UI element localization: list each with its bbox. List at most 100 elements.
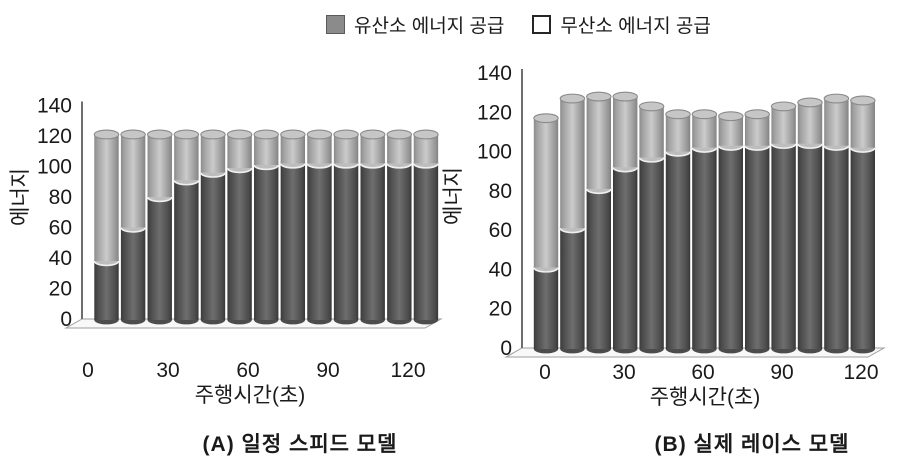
bar-group-A-t0 (93, 129, 120, 325)
aerobic-segment (147, 197, 172, 320)
bar-group-A-t60 (253, 129, 280, 325)
bar-group-A-t120 (412, 129, 439, 325)
anaerobic-segment (560, 98, 585, 229)
bar-group-B-t100 (796, 97, 823, 354)
bar-group-B-t30 (612, 91, 639, 354)
bar-group-A-t70 (279, 129, 306, 325)
cylinder-top (559, 93, 586, 104)
aerobic-segment (280, 163, 306, 320)
anaerobic-segment (850, 100, 875, 148)
anaerobic-segment (227, 134, 252, 169)
y-tick-label: 20 (489, 298, 512, 321)
y-axis-title: 에너지 (442, 167, 465, 225)
bar-group-B-t20 (585, 91, 612, 354)
legend-item-aerobic: 유산소 에너지 공급 (326, 11, 504, 38)
aerobic-segment (413, 163, 439, 320)
y-tick-label: 60 (49, 217, 72, 240)
cylinder-top (306, 129, 333, 140)
y-tick-label: 140 (37, 95, 72, 118)
cylinder-top (413, 129, 439, 140)
anaerobic-segment (639, 106, 664, 158)
anaerobic-segment (147, 134, 172, 197)
cylinder-top (718, 111, 744, 122)
bar-group-A-t50 (226, 129, 253, 325)
anaerobic-segment (533, 118, 559, 268)
aerobic-segment (639, 157, 664, 349)
anaerobic-segment (824, 98, 849, 146)
bar-group-A-t10 (120, 129, 147, 325)
cylinder-top (797, 97, 823, 108)
legend-label-anaerobic: 무산소 에너지 공급 (560, 16, 711, 37)
cylinder-top (93, 129, 120, 140)
cylinder-top (120, 129, 146, 140)
bar-group-B-t50 (664, 109, 691, 354)
bar-group-B-t0 (532, 113, 559, 354)
y-tick-label: 100 (37, 156, 72, 179)
anaerobic-segment (254, 134, 279, 165)
y-tick-label: 40 (489, 258, 512, 281)
aerobic-segment (200, 172, 226, 320)
y-tick-label: 120 (37, 125, 72, 148)
y-tick-label: 80 (49, 186, 72, 209)
x-tick-label: 120 (843, 361, 878, 384)
bar-group-A-t90 (333, 129, 360, 325)
aerobic-segment (560, 228, 585, 349)
y-tick-label: 60 (489, 219, 512, 242)
legend-label-aerobic: 유산소 에너지 공급 (354, 16, 505, 37)
y-tick-label: 100 (477, 141, 512, 164)
bar-group-A-t110 (386, 129, 413, 325)
aerobic-segment (307, 163, 332, 320)
filled-square-icon (326, 15, 345, 34)
cylinder-top (173, 129, 200, 140)
anaerobic-segment (200, 134, 226, 173)
cylinder-top (744, 109, 770, 120)
y-tick-label: 40 (49, 247, 72, 270)
y-tick-label: 0 (60, 308, 72, 331)
aerobic-segment (227, 168, 252, 320)
open-square-icon (532, 15, 552, 34)
bar-group-B-t10 (559, 93, 586, 354)
bar-group-B-t70 (717, 111, 744, 354)
chart-a-caption: (A) 일정 스피드 모델 (202, 433, 398, 456)
x-axis-title: 주행시간(초) (650, 386, 761, 409)
x-tick-label: 0 (82, 359, 94, 382)
cylinder-top (638, 101, 665, 112)
cylinder-top (359, 129, 386, 140)
cylinder-top (146, 129, 173, 140)
bar-group-A-t30 (173, 129, 200, 325)
x-tick-label: 120 (390, 359, 425, 382)
anaerobic-segment (586, 96, 611, 189)
aerobic-segment (797, 143, 823, 349)
aerobic-segment (174, 180, 199, 320)
aerobic-segment (850, 147, 875, 349)
x-tick-label: 90 (770, 361, 793, 384)
y-tick-label: 20 (49, 278, 72, 301)
aerobic-segment (586, 188, 611, 349)
cylinder-top (533, 113, 559, 124)
y-tick-label: 140 (477, 62, 512, 85)
legend: 유산소 에너지 공급 무산소 에너지 공급 (326, 11, 711, 38)
anaerobic-segment (692, 114, 717, 148)
bar-group-A-t80 (306, 129, 333, 325)
cylinder-top (665, 109, 691, 120)
bar-group-A-t20 (146, 129, 173, 325)
aerobic-segment (120, 227, 146, 320)
bar-group-B-t90 (770, 101, 797, 354)
bar-group-B-t110 (823, 93, 850, 354)
aerobic-segment (94, 261, 119, 320)
legend-item-anaerobic: 무산소 에너지 공급 (532, 11, 711, 38)
x-tick-label: 90 (316, 359, 339, 382)
anaerobic-segment (665, 114, 691, 152)
aerobic-segment (771, 143, 796, 349)
x-tick-label: 30 (612, 361, 635, 384)
aerobic-segment (333, 163, 359, 320)
cylinder-top (823, 93, 850, 104)
y-tick-label: 80 (489, 180, 512, 203)
bar-group-B-t40 (638, 101, 665, 354)
cylinder-top (612, 91, 638, 102)
cylinder-top (386, 129, 413, 140)
cylinder-top (280, 129, 306, 140)
bar-group-A-t100 (359, 129, 386, 325)
